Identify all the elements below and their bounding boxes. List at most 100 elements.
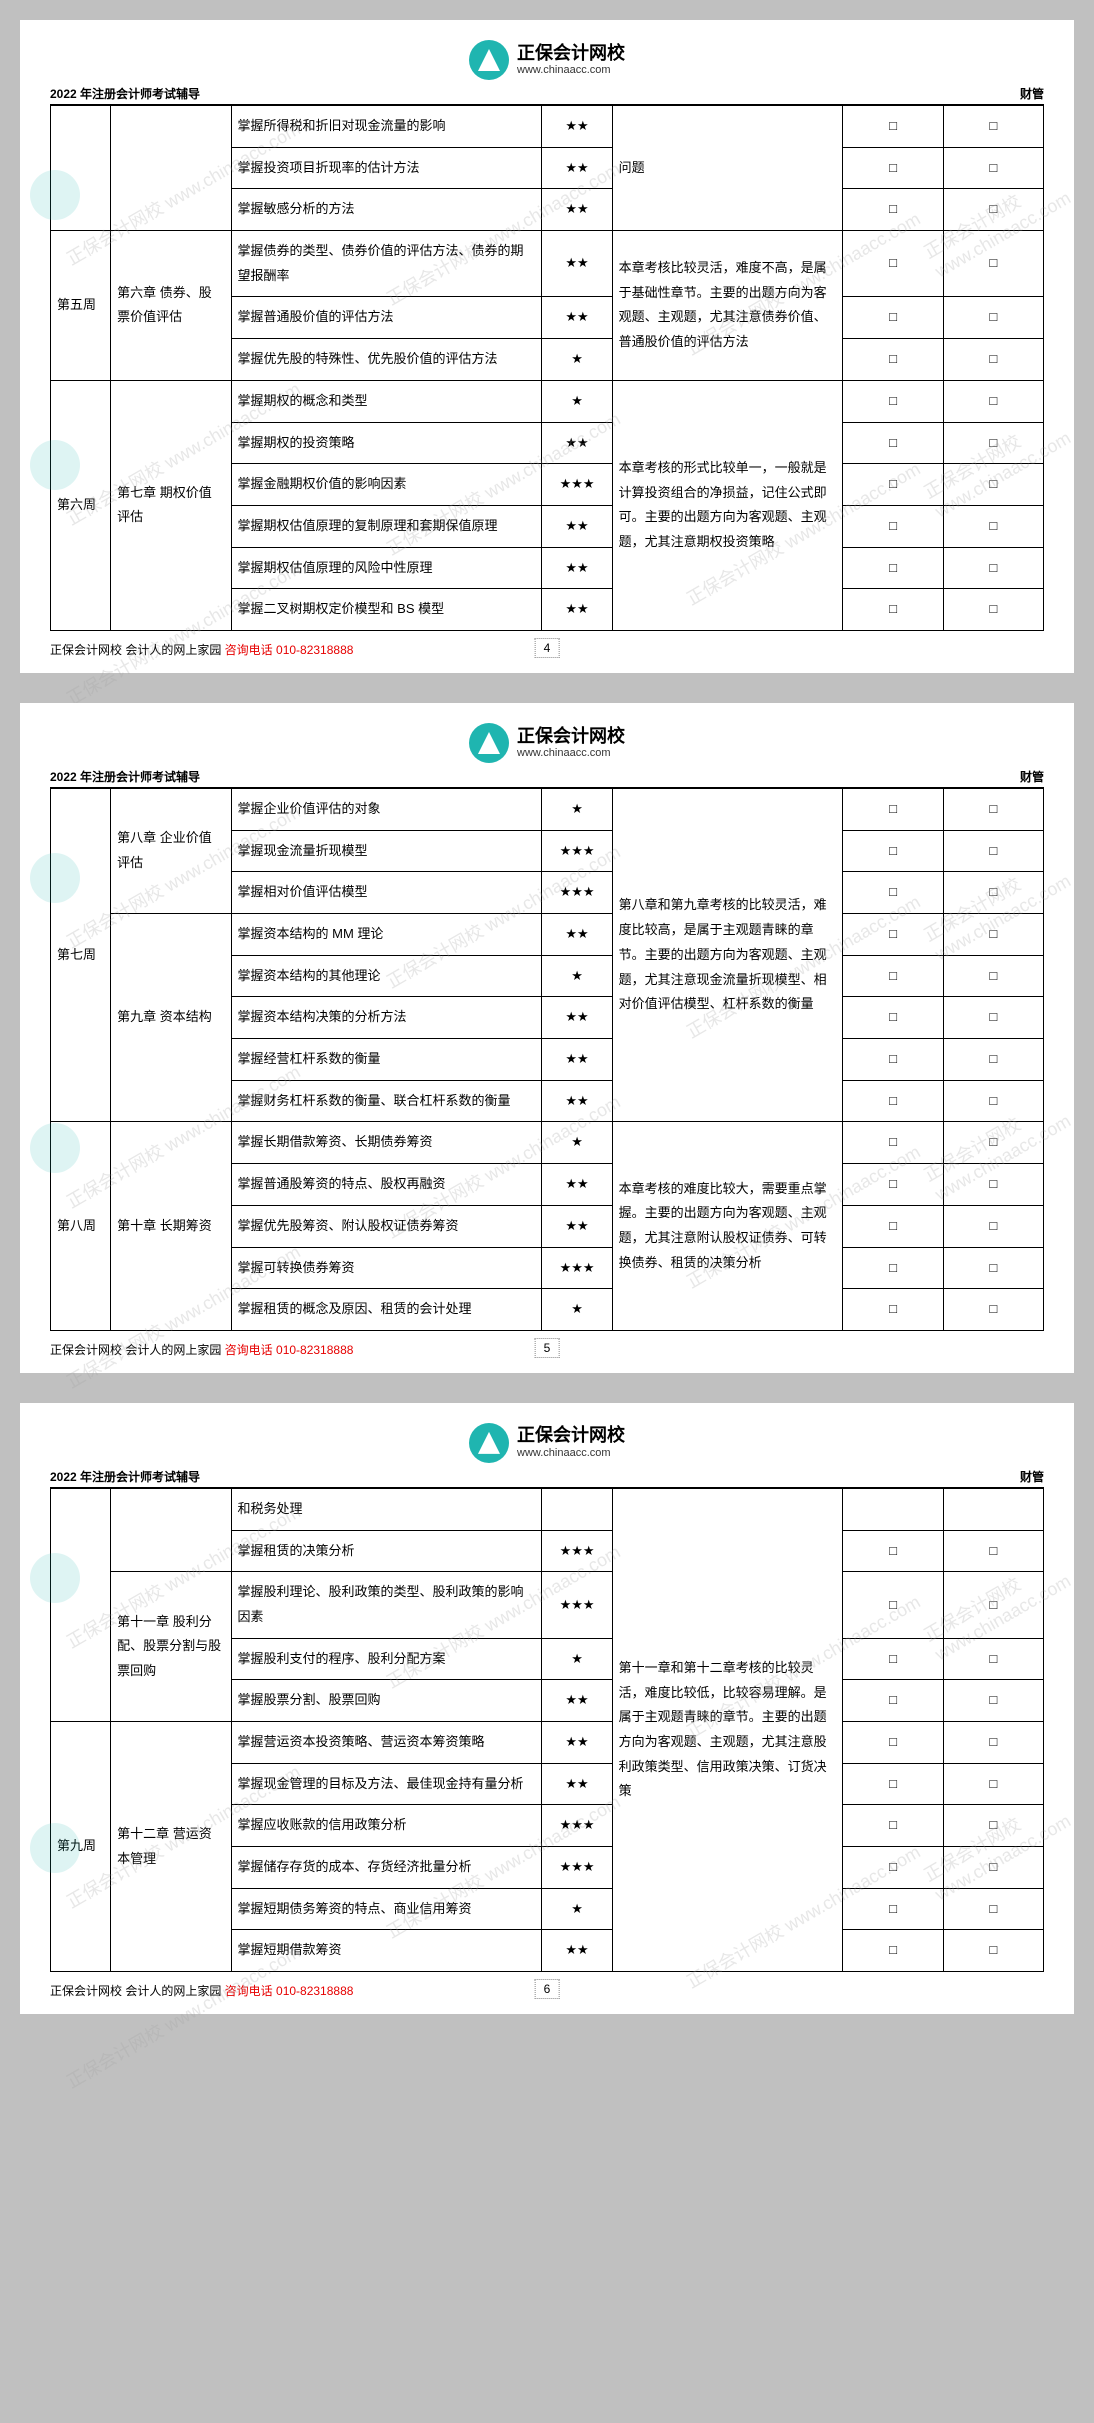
checkbox-cell[interactable]: □ <box>943 788 1043 830</box>
checkbox-cell[interactable]: □ <box>943 189 1043 231</box>
checkbox-cell[interactable]: □ <box>843 505 943 547</box>
checkbox-cell[interactable]: □ <box>943 297 1043 339</box>
checkbox-cell[interactable]: □ <box>943 1122 1043 1164</box>
knowledge-point: 掌握股利支付的程序、股利分配方案 <box>231 1638 542 1680</box>
logo-header: 正保会计网校www.chinaacc.com <box>50 1423 1044 1463</box>
logo-icon <box>469 40 509 80</box>
checkbox-cell[interactable]: □ <box>943 1205 1043 1247</box>
checkbox-cell[interactable]: □ <box>843 1763 943 1805</box>
checkbox-cell[interactable]: □ <box>943 464 1043 506</box>
checkbox-cell[interactable]: □ <box>843 1122 943 1164</box>
checkbox-cell[interactable]: □ <box>943 1039 1043 1081</box>
knowledge-point: 掌握财务杠杆系数的衡量、联合杠杆系数的衡量 <box>231 1080 542 1122</box>
checkbox-cell[interactable]: □ <box>843 106 943 148</box>
checkbox-cell[interactable]: □ <box>943 1247 1043 1289</box>
importance-stars: ★★ <box>542 914 612 956</box>
checkbox-cell[interactable]: □ <box>843 955 943 997</box>
logo-url: www.chinaacc.com <box>517 64 625 77</box>
checkbox-cell[interactable]: □ <box>943 1722 1043 1764</box>
checkbox-cell[interactable]: □ <box>843 231 943 297</box>
importance-stars: ★★ <box>542 297 612 339</box>
checkbox-cell[interactable]: □ <box>843 1205 943 1247</box>
table-row: 第七周第八章 企业价值评估掌握企业价值评估的对象★第八章和第九章考核的比较灵活，… <box>51 788 1044 830</box>
checkbox-cell[interactable]: □ <box>943 547 1043 589</box>
chapter-cell: 第十二章 营运资本管理 <box>111 1722 231 1972</box>
checkbox-cell[interactable]: □ <box>943 1638 1043 1680</box>
checkbox-cell[interactable]: □ <box>843 1080 943 1122</box>
checkbox-cell[interactable]: □ <box>843 997 943 1039</box>
header-left: 2022 年注册会计师考试辅导 <box>50 85 200 102</box>
checkbox-cell[interactable]: □ <box>943 1572 1043 1638</box>
checkbox-cell[interactable]: □ <box>843 464 943 506</box>
checkbox-cell[interactable]: □ <box>843 1289 943 1331</box>
checkbox-cell[interactable]: □ <box>943 422 1043 464</box>
importance-stars: ★ <box>542 1289 612 1331</box>
checkbox-cell[interactable]: □ <box>843 1164 943 1206</box>
checkbox-cell[interactable]: □ <box>943 1164 1043 1206</box>
table-row: 和税务处理第十一章和第十二章考核的比较灵活，难度比较低，比较容易理解。是属于主观… <box>51 1488 1044 1530</box>
knowledge-point: 掌握投资项目折现率的估计方法 <box>231 147 542 189</box>
checkbox-cell[interactable]: □ <box>943 1930 1043 1972</box>
checkbox-cell[interactable]: □ <box>843 788 943 830</box>
checkbox-cell[interactable]: □ <box>943 1680 1043 1722</box>
checkbox-cell <box>843 1488 943 1530</box>
checkbox-cell[interactable]: □ <box>843 1680 943 1722</box>
checkbox-cell[interactable]: □ <box>843 914 943 956</box>
checkbox-cell[interactable]: □ <box>843 1722 943 1764</box>
checkbox-cell[interactable]: □ <box>843 1530 943 1572</box>
knowledge-point: 掌握相对价值评估模型 <box>231 872 542 914</box>
checkbox-cell[interactable]: □ <box>943 1289 1043 1331</box>
checkbox-cell[interactable]: □ <box>943 914 1043 956</box>
checkbox-cell[interactable]: □ <box>843 1930 943 1972</box>
checkbox-cell[interactable]: □ <box>843 1638 943 1680</box>
header-left: 2022 年注册会计师考试辅导 <box>50 1468 200 1485</box>
checkbox-cell[interactable]: □ <box>943 1805 1043 1847</box>
knowledge-point: 掌握期权估值原理的复制原理和套期保值原理 <box>231 505 542 547</box>
checkbox-cell[interactable]: □ <box>843 1247 943 1289</box>
checkbox-cell[interactable]: □ <box>843 1572 943 1638</box>
week-cell: 第八周 <box>51 1122 111 1330</box>
checkbox-cell[interactable]: □ <box>843 1039 943 1081</box>
checkbox-cell[interactable]: □ <box>943 955 1043 997</box>
chapter-cell: 第九章 资本结构 <box>111 914 231 1122</box>
checkbox-cell[interactable]: □ <box>843 1805 943 1847</box>
table-row: 第九章 资本结构掌握资本结构的 MM 理论★★□□ <box>51 914 1044 956</box>
checkbox-cell[interactable]: □ <box>943 380 1043 422</box>
checkbox-cell[interactable]: □ <box>943 1888 1043 1930</box>
importance-stars: ★★ <box>542 106 612 148</box>
checkbox-cell[interactable]: □ <box>943 997 1043 1039</box>
checkbox-cell[interactable]: □ <box>843 297 943 339</box>
knowledge-point: 掌握营运资本投资策略、营运资本筹资策略 <box>231 1722 542 1764</box>
checkbox-cell[interactable]: □ <box>943 872 1043 914</box>
checkbox-cell[interactable]: □ <box>843 547 943 589</box>
checkbox-cell[interactable]: □ <box>943 1530 1043 1572</box>
checkbox-cell[interactable]: □ <box>943 231 1043 297</box>
checkbox-cell[interactable]: □ <box>943 1763 1043 1805</box>
header-right: 财管 <box>1020 1468 1044 1485</box>
checkbox-cell[interactable]: □ <box>843 830 943 872</box>
footer-left: 正保会计网校 会计人的网上家园 咨询电话 010-82318888 <box>50 1982 353 1999</box>
checkbox-cell[interactable]: □ <box>843 1847 943 1889</box>
importance-stars: ★★★ <box>542 1530 612 1572</box>
checkbox-cell[interactable]: □ <box>943 505 1043 547</box>
checkbox-cell[interactable]: □ <box>843 422 943 464</box>
checkbox-cell[interactable]: □ <box>943 1080 1043 1122</box>
knowledge-point: 掌握经营杠杆系数的衡量 <box>231 1039 542 1081</box>
checkbox-cell[interactable]: □ <box>843 1888 943 1930</box>
exam-note: 本章考核的难度比较大，需要重点掌握。主要的出题方向为客观题、主观题，尤其注意附认… <box>612 1122 843 1330</box>
checkbox-cell[interactable]: □ <box>843 339 943 381</box>
checkbox-cell[interactable]: □ <box>843 147 943 189</box>
checkbox-cell[interactable]: □ <box>843 589 943 631</box>
checkbox-cell[interactable]: □ <box>843 380 943 422</box>
checkbox-cell[interactable]: □ <box>943 589 1043 631</box>
checkbox-cell[interactable]: □ <box>943 106 1043 148</box>
knowledge-point: 掌握期权估值原理的风险中性原理 <box>231 547 542 589</box>
checkbox-cell[interactable]: □ <box>943 147 1043 189</box>
knowledge-point: 掌握现金流量折现模型 <box>231 830 542 872</box>
checkbox-cell[interactable]: □ <box>843 189 943 231</box>
checkbox-cell[interactable]: □ <box>943 830 1043 872</box>
checkbox-cell[interactable]: □ <box>943 1847 1043 1889</box>
logo-header: 正保会计网校www.chinaacc.com <box>50 40 1044 80</box>
checkbox-cell[interactable]: □ <box>943 339 1043 381</box>
checkbox-cell[interactable]: □ <box>843 872 943 914</box>
